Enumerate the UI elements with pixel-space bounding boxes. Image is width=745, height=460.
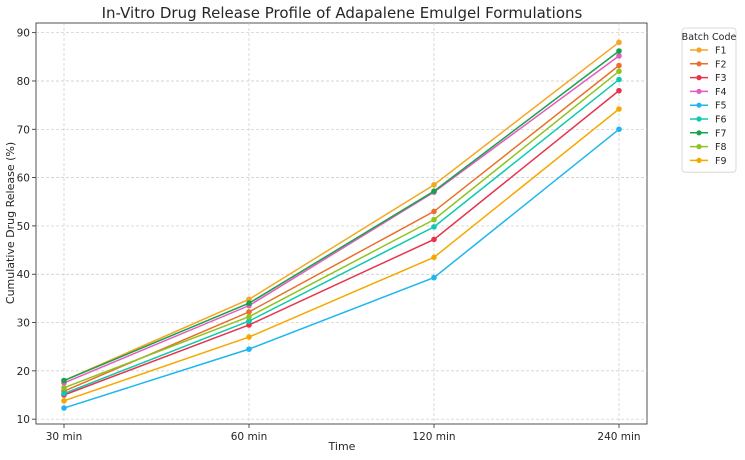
data-point-f6	[431, 224, 437, 230]
y-tick-label: 40	[17, 269, 30, 281]
x-tick-label: 60 min	[231, 431, 268, 443]
x-tick-label: 240 min	[597, 431, 640, 443]
series-line-f1	[63, 41, 620, 382]
data-point-f8	[431, 216, 437, 223]
data-point-f7	[431, 188, 437, 194]
data-point-f2	[616, 62, 622, 69]
legend-title: Batch Code	[682, 32, 737, 43]
y-tick-label: 70	[17, 124, 30, 136]
data-point-f8	[61, 384, 67, 391]
legend-label-f8: F8	[715, 142, 727, 153]
data-point-f8	[246, 313, 252, 320]
data-point-f9	[61, 398, 67, 404]
legend-label-f1: F1	[715, 46, 727, 57]
data-point-f7	[616, 48, 622, 54]
legend-label-f9: F9	[715, 156, 727, 167]
legend-marker-f4	[696, 88, 702, 94]
legend-marker-f6	[696, 116, 702, 122]
series-group	[61, 39, 622, 411]
data-point-f8	[616, 68, 622, 75]
data-point-f1	[431, 182, 437, 188]
data-point-f3	[616, 87, 622, 94]
series-line-f8	[63, 70, 620, 389]
data-point-f9	[616, 106, 622, 112]
x-tick-label: 30 min	[46, 431, 83, 443]
series-line-f6	[63, 78, 620, 395]
y-tick-label: 50	[17, 221, 30, 233]
y-tick-label: 20	[17, 366, 30, 378]
data-point-f5	[246, 346, 252, 352]
data-point-f9	[246, 334, 252, 340]
y-axis-label: Cumulative Drug Release (%)	[4, 142, 17, 304]
legend-marker-f3	[696, 75, 702, 81]
data-point-f3	[246, 322, 252, 328]
y-tick-label: 60	[17, 173, 30, 185]
series-line-f5	[63, 128, 620, 409]
legend-label-f6: F6	[715, 115, 727, 126]
legend-marker-f9	[696, 157, 702, 163]
data-point-f6	[61, 390, 67, 397]
gridlines	[36, 23, 647, 424]
y-tick-label: 30	[17, 318, 30, 330]
data-point-f5	[61, 405, 67, 411]
legend-marker-f7	[696, 130, 702, 136]
data-point-f4	[616, 53, 622, 59]
data-point-f9	[431, 254, 437, 261]
data-point-f1	[246, 296, 252, 303]
data-point-f5	[431, 274, 437, 281]
legend-label-f2: F2	[715, 59, 727, 70]
legend-label-f5: F5	[715, 101, 727, 112]
x-axis-ticks: 30 min 60 min 120 min 240 min	[46, 424, 641, 443]
legend-label-f4: F4	[715, 87, 727, 98]
legend-label-f3: F3	[715, 73, 727, 84]
series-line-f9	[63, 108, 620, 402]
legend-marker-f8	[696, 144, 702, 150]
data-point-f7	[61, 377, 67, 384]
series-line-f3	[63, 90, 620, 396]
data-point-f6	[616, 76, 622, 83]
y-tick-label: 80	[17, 76, 30, 88]
x-axis-label: Time	[328, 440, 356, 453]
legend-marker-f1	[696, 47, 702, 53]
plot-area	[35, 22, 648, 425]
series-line-f7	[63, 50, 620, 382]
data-point-f7	[246, 300, 252, 307]
data-point-f5	[616, 126, 622, 133]
data-point-f2	[431, 208, 437, 215]
data-point-f6	[246, 318, 252, 324]
y-axis-ticks: 10 20 30 40 50 60 70 80 90	[17, 28, 36, 426]
chart-title: In-Vitro Drug Release Profile of Adapale…	[102, 4, 583, 22]
y-tick-label: 10	[17, 414, 30, 426]
legend-marker-f5	[696, 102, 702, 108]
legend: Batch Code F1 F2 F3 F4 F5 F6 F7 F8 F9	[681, 27, 737, 173]
legend-marker-f2	[696, 61, 702, 67]
legend-label-f7: F7	[715, 128, 727, 139]
data-point-f1	[616, 39, 622, 46]
y-tick-label: 90	[17, 28, 30, 40]
data-point-f3	[431, 236, 437, 243]
series-line-f4	[63, 55, 620, 384]
data-point-f2	[246, 309, 252, 315]
x-tick-label: 120 min	[412, 431, 455, 443]
